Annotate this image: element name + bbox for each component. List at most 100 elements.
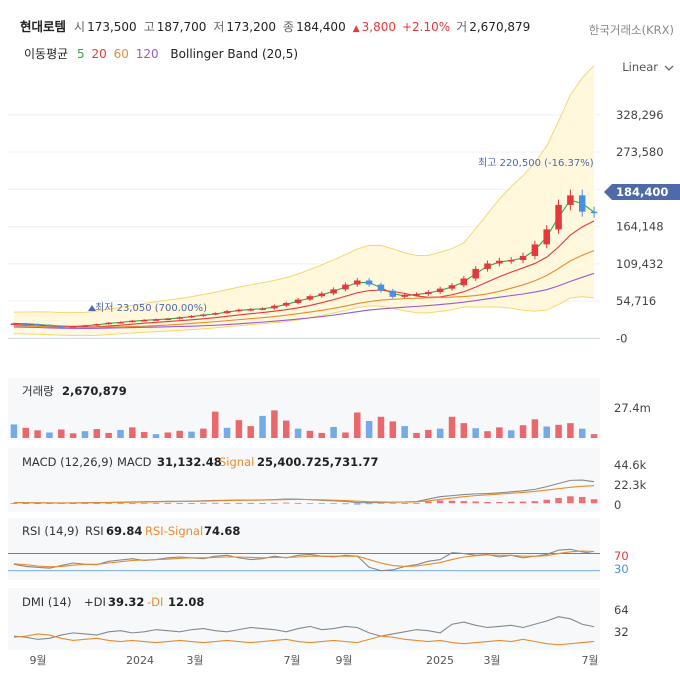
macd-histogram-bar	[259, 503, 266, 504]
candle-body	[129, 320, 136, 323]
macd-histogram-bar	[531, 501, 539, 504]
bollinger-label: Bollinger Band (20,5)	[170, 47, 299, 61]
low-marker-icon	[88, 305, 96, 311]
macd-value: 31,132.48	[157, 455, 222, 469]
volume-bar	[22, 427, 30, 438]
macd-histogram-bar	[543, 499, 550, 504]
volume-bar	[282, 420, 290, 438]
candle-body	[590, 211, 598, 214]
macd-histogram-bar	[211, 502, 219, 504]
volume-bar	[81, 431, 89, 438]
macd-signal-label: Signal	[219, 455, 254, 469]
rsi-tick-30: 30	[614, 562, 629, 576]
volume-bar	[578, 428, 586, 438]
macd-histogram-bar	[81, 503, 89, 504]
macd-histogram-bar	[555, 498, 562, 504]
candle-body	[413, 294, 420, 296]
macd-histogram-bar	[247, 503, 254, 504]
dmi-minus-value: 12.08	[168, 595, 204, 609]
candle-body	[401, 294, 408, 297]
indicator-legend[interactable]: 이동평균 5 20 60 120 Bollinger Band (20,5)	[24, 45, 303, 62]
volume-bar	[401, 426, 408, 438]
volume-bar	[425, 429, 432, 438]
macd-histogram-bar	[10, 503, 18, 504]
candle-body	[176, 317, 183, 319]
candle-body	[425, 292, 432, 295]
x-tick-label: 7월	[283, 654, 300, 667]
volume-bar	[188, 431, 195, 438]
volume-bar	[259, 415, 266, 438]
rsi-value: 69.84	[106, 524, 142, 538]
bollinger-upper-line	[13, 65, 595, 314]
candle-body	[152, 319, 160, 321]
volume-bar	[152, 434, 160, 438]
volume-bar	[140, 432, 148, 438]
candle-body	[247, 309, 254, 311]
candle-body	[365, 280, 373, 285]
change-arrow-icon: ▲	[352, 24, 360, 34]
volume-bar	[10, 424, 18, 438]
macd-label: MACD	[117, 455, 152, 469]
macd-histogram-bar	[436, 500, 444, 504]
volume-bar	[531, 419, 539, 438]
candle-body	[69, 326, 77, 328]
volume-bar	[496, 427, 503, 438]
candle-body	[200, 314, 207, 317]
macd-histogram-bar	[200, 502, 207, 504]
volume-bar	[543, 426, 550, 438]
volume-bar	[176, 430, 183, 438]
macd-histogram-bar	[105, 503, 112, 504]
macd-histogram-bar	[306, 503, 314, 505]
candle-body	[389, 290, 397, 297]
x-tick-label: 7월	[581, 654, 598, 667]
volume-bar	[330, 426, 337, 438]
candle-body	[259, 308, 266, 310]
price-tick-label: -0	[616, 331, 627, 345]
scale-selector[interactable]: Linear	[622, 60, 658, 74]
macd-histogram-bar	[188, 503, 195, 504]
price-tick-label: 54,716	[616, 294, 656, 308]
candle-body	[567, 195, 574, 205]
dmi-panel-label: DMI (14)	[22, 595, 71, 609]
candle-body	[555, 204, 562, 230]
volume-bar	[389, 421, 397, 438]
price-chart[interactable]	[8, 65, 600, 339]
low-label: 저	[213, 20, 225, 34]
quote-header: 현대로템 시 173,500 고 187,700 저 173,200 종 184…	[20, 16, 537, 35]
volume-bar	[342, 432, 349, 438]
candle-body	[211, 313, 219, 315]
macd-histogram-bar	[460, 501, 468, 504]
x-tick-label: 2025	[426, 654, 454, 667]
chevron-down-icon[interactable]	[664, 64, 674, 72]
macd-histogram-bar	[176, 503, 183, 504]
rsi-line	[13, 548, 595, 572]
low-annotation: 최저 23,050 (700.00%)	[95, 302, 207, 314]
volume-bar	[555, 424, 562, 438]
ma-line-60	[13, 250, 595, 328]
close-label: 종	[283, 20, 295, 34]
volume-chart	[10, 410, 598, 438]
volume-bar	[69, 433, 77, 438]
macd-histogram-bar	[318, 503, 326, 505]
ma-120: 120	[135, 47, 159, 61]
change-value: 3,800	[361, 20, 396, 34]
candle-body	[294, 299, 302, 303]
macd-histogram-bar	[223, 502, 231, 504]
volume-bar	[223, 427, 231, 438]
ma-20: 20	[91, 47, 107, 61]
candle-body	[448, 285, 456, 289]
volume-bar	[271, 410, 278, 438]
macd-histogram-bar	[507, 501, 515, 504]
candle-body	[58, 326, 65, 328]
volume-bar	[318, 432, 326, 438]
candle-body	[22, 323, 30, 325]
x-tick-label: 9월	[29, 654, 46, 667]
low-value: 173,200	[226, 20, 277, 34]
volume-bar	[93, 429, 101, 438]
volume-tick: 27.4m	[614, 401, 651, 415]
macd-histogram-bar	[93, 503, 101, 504]
current-price-tag: 184,400	[604, 184, 680, 200]
current-price-value: 184,400	[616, 185, 668, 199]
candle-body	[578, 195, 586, 212]
